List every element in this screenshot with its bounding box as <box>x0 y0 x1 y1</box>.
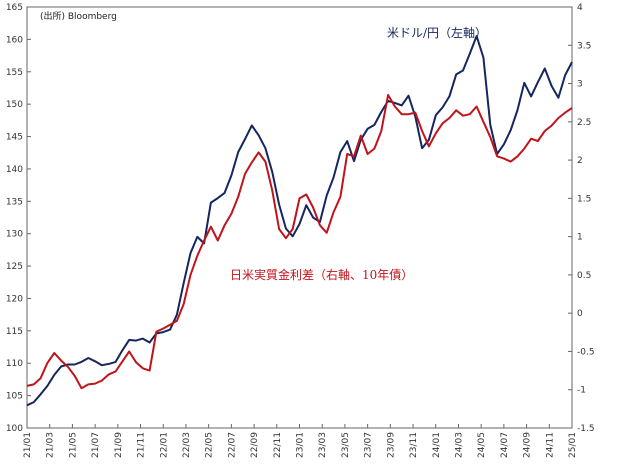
right-tick-label: -0.5 <box>577 347 595 357</box>
x-tick-label: 24/07 <box>500 432 510 458</box>
x-tick-label: 23/09 <box>386 432 396 458</box>
series-label-rate-diff: 日米実質金利差（右軸、10年債） <box>230 267 413 282</box>
left-tick-label: 105 <box>6 392 23 402</box>
x-tick-label: 23/05 <box>341 432 351 458</box>
x-tick-label: 23/11 <box>409 432 419 458</box>
left-tick-label: 130 <box>6 230 23 240</box>
source-note: (出所) Bloomberg <box>40 10 117 22</box>
series-lines <box>26 35 573 407</box>
x-tick-label: 21/05 <box>68 432 78 458</box>
x-tick-label: 22/07 <box>227 432 237 458</box>
left-tick-label: 135 <box>6 197 23 207</box>
x-tick-label: 21/11 <box>137 432 147 458</box>
right-tick-label: 1 <box>577 233 583 243</box>
left-tick-label: 160 <box>6 35 23 45</box>
x-axis-ticks: 21/01 21/03 21/05 21/07 21/09 21/11 22/01 22/03… <box>23 424 578 458</box>
left-tick-label: 155 <box>6 68 23 78</box>
x-tick-label: 21/07 <box>91 432 101 458</box>
right-tick-label: 0 <box>577 309 583 319</box>
left-axis-ticks: 100 105 110 115 120 125 130 135 140 145 150 155 160 1… <box>6 3 31 434</box>
series-line-usdjpy <box>26 35 573 407</box>
left-tick-label: 125 <box>6 262 23 272</box>
right-tick-label: 0.5 <box>577 271 591 281</box>
left-tick-label: 115 <box>6 327 23 337</box>
x-tick-label: 22/05 <box>205 432 215 458</box>
x-tick-label: 22/03 <box>182 432 192 458</box>
left-tick-label: 120 <box>6 294 23 304</box>
x-tick-label: 23/01 <box>296 432 306 458</box>
x-tick-label: 22/01 <box>159 432 169 458</box>
right-tick-label: 1.5 <box>577 194 591 204</box>
right-tick-label: -1 <box>577 386 586 396</box>
series-label-usdjpy: 米ドル/円（左軸） <box>387 25 487 40</box>
x-tick-label: 25/01 <box>568 432 578 458</box>
x-tick-label: 24/11 <box>545 432 555 458</box>
x-tick-label: 24/05 <box>477 432 487 458</box>
right-tick-label: 3 <box>577 80 583 90</box>
right-tick-label: 4 <box>577 3 583 13</box>
x-tick-label: 22/09 <box>250 432 260 458</box>
left-tick-label: 140 <box>6 165 23 175</box>
right-tick-label: 3.5 <box>577 41 591 51</box>
left-tick-label: 110 <box>6 359 23 369</box>
left-tick-label: 145 <box>6 133 23 143</box>
right-tick-label: 2 <box>577 156 583 166</box>
x-tick-label: 21/01 <box>23 432 33 458</box>
x-tick-label: 21/03 <box>46 432 56 458</box>
left-tick-label: 100 <box>6 424 23 434</box>
x-tick-label: 22/11 <box>273 432 283 458</box>
x-tick-label: 23/07 <box>364 432 374 458</box>
right-axis-ticks: -1.5 -1 -0.5 0 0.5 1 1.5 2 2.5 3 3.5 4 <box>568 3 595 434</box>
left-tick-label: 165 <box>6 3 23 13</box>
left-tick-label: 150 <box>6 100 23 110</box>
x-tick-label: 24/01 <box>432 432 442 458</box>
x-tick-label: 21/09 <box>114 432 124 458</box>
series-line-rate-diff <box>26 94 573 390</box>
x-tick-label: 24/03 <box>454 432 464 458</box>
right-tick-label: -1.5 <box>577 424 595 434</box>
right-tick-label: 2.5 <box>577 118 591 128</box>
x-tick-label: 24/09 <box>523 432 533 458</box>
x-tick-label: 23/03 <box>318 432 328 458</box>
